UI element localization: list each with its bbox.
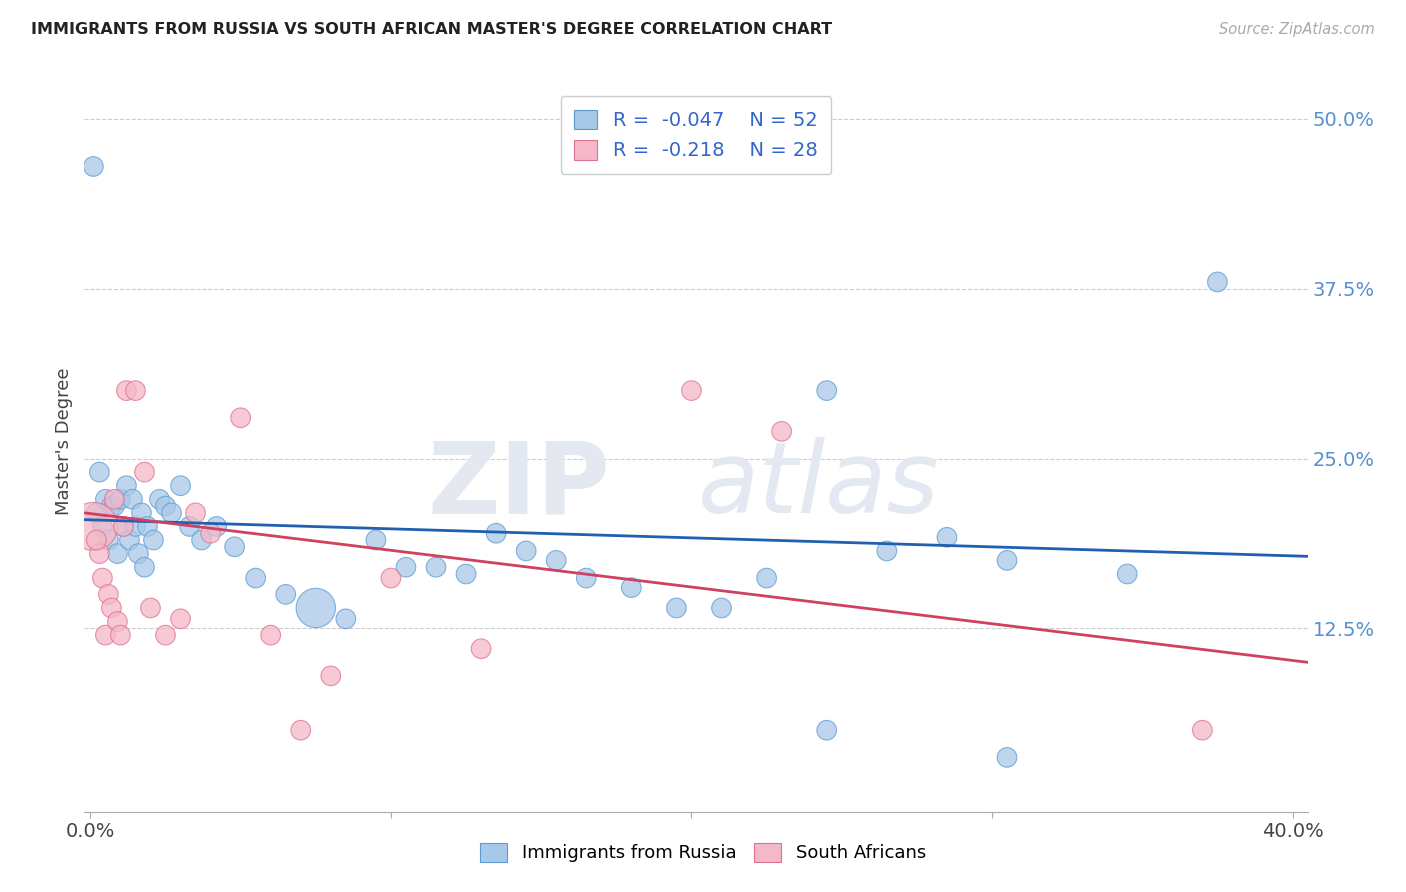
Point (103, 499, 125, 513)
Point (179, 519, 201, 533)
Point (89, 465, 111, 479)
Point (274, 587, 297, 601)
Point (1206, 275, 1229, 289)
Point (110, 628, 132, 642)
Text: Source: ZipAtlas.com: Source: ZipAtlas.com (1219, 22, 1375, 37)
Point (876, 544, 898, 558)
Point (127, 547, 149, 561)
Point (136, 519, 159, 533)
Point (121, 492, 143, 507)
Point (770, 425, 793, 439)
Point (160, 506, 183, 520)
Point (515, 544, 537, 558)
Point (395, 560, 418, 574)
Point (94, 492, 117, 507)
Point (97, 533, 120, 547)
Point (97, 587, 120, 601)
Point (205, 519, 228, 533)
Point (131, 506, 153, 520)
Point (82, 160, 104, 174)
Point (1116, 566, 1139, 581)
Point (224, 540, 246, 554)
Point (103, 492, 125, 507)
Point (155, 499, 177, 513)
Point (755, 571, 778, 585)
Point (124, 519, 146, 533)
Legend: R =  -0.047    N = 52, R =  -0.218    N = 28: R = -0.047 N = 52, R = -0.218 N = 28 (561, 95, 831, 174)
Point (380, 571, 402, 585)
Point (485, 526, 508, 541)
Point (575, 571, 598, 585)
Point (89, 547, 111, 561)
Point (620, 581, 643, 595)
Point (115, 384, 138, 398)
Point (665, 601, 688, 615)
Point (118, 533, 141, 547)
Point (134, 465, 156, 479)
Point (169, 478, 191, 492)
Legend: Immigrants from Russia, South Africans: Immigrants from Russia, South Africans (472, 836, 934, 870)
Point (190, 533, 212, 547)
Point (229, 410, 252, 425)
Point (335, 612, 357, 626)
Point (148, 492, 170, 507)
Point (94, 628, 117, 642)
Point (107, 547, 129, 561)
Point (91, 519, 114, 533)
Point (710, 601, 733, 615)
Point (139, 601, 162, 615)
Text: IMMIGRANTS FROM RUSSIA VS SOUTH AFRICAN MASTER'S DEGREE CORRELATION CHART: IMMIGRANTS FROM RUSSIA VS SOUTH AFRICAN … (31, 22, 832, 37)
Point (124, 384, 146, 398)
Point (86, 533, 108, 547)
Point (260, 628, 283, 642)
Point (110, 492, 132, 507)
Point (681, 384, 703, 398)
Y-axis label: Master's Degree: Master's Degree (55, 368, 73, 516)
Point (319, 669, 342, 683)
Point (107, 615, 129, 629)
Point (100, 499, 122, 513)
Point (815, 384, 838, 398)
Point (935, 530, 957, 544)
Point (142, 533, 165, 547)
Point (100, 601, 122, 615)
Point (112, 519, 135, 533)
Point (815, 723, 838, 738)
Point (112, 519, 135, 533)
Point (995, 553, 1018, 567)
Point (86, 506, 108, 520)
Point (290, 723, 312, 738)
Point (454, 566, 477, 581)
Point (91, 571, 114, 585)
Point (425, 560, 447, 574)
Point (184, 506, 207, 520)
Point (995, 750, 1018, 764)
Point (305, 601, 328, 615)
Point (546, 553, 568, 567)
Point (245, 571, 267, 585)
Text: ZIP: ZIP (427, 437, 610, 534)
Point (364, 533, 387, 547)
Point (470, 641, 492, 656)
Point (82, 519, 104, 533)
Text: atlas: atlas (697, 437, 939, 534)
Point (1191, 723, 1213, 738)
Point (200, 526, 222, 541)
Point (134, 560, 156, 574)
Point (155, 628, 177, 642)
Point (115, 478, 138, 492)
Point (169, 612, 191, 626)
